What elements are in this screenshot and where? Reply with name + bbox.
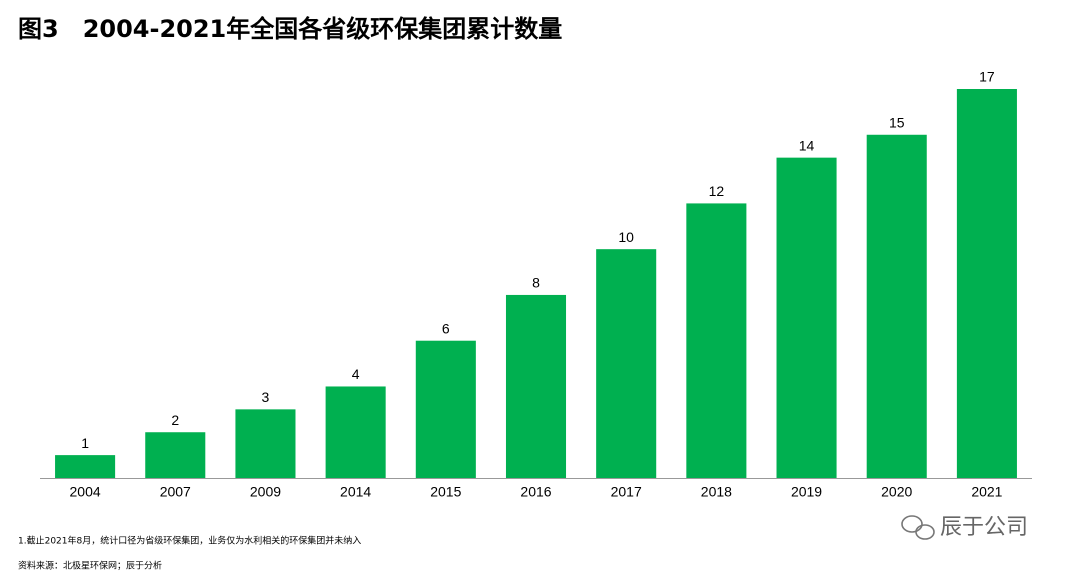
x-tick-label: 2018 — [701, 484, 732, 500]
data-label: 12 — [709, 183, 725, 199]
x-tick-label: 2017 — [611, 484, 642, 500]
chart-title: 图3 2004-2021年全国各省级环保集团累计数量 — [18, 15, 562, 43]
bar — [415, 340, 476, 478]
x-tick-label: 2014 — [340, 484, 371, 500]
data-label: 1 — [81, 435, 89, 451]
x-tick-label: 2004 — [70, 484, 101, 500]
bar — [325, 386, 386, 478]
bar — [505, 294, 567, 478]
x-tick-label: 2019 — [791, 484, 822, 500]
source-note: 资料来源：北极星环保网；辰于分析 — [18, 560, 162, 572]
bar — [866, 134, 927, 478]
x-tick-label: 2015 — [430, 484, 461, 500]
bar — [686, 203, 747, 479]
bar — [145, 432, 206, 478]
bar — [235, 409, 296, 478]
watermark: 辰于公司 — [940, 515, 1028, 540]
data-label: 10 — [618, 229, 634, 245]
footnote: 1.截止2021年8月，统计口径为省级环保集团，业务仅为水利相关的环保集团并未纳… — [18, 535, 361, 547]
x-tick-label: 2016 — [520, 484, 551, 500]
x-tick-label: 2020 — [881, 484, 912, 500]
bar — [956, 89, 1017, 478]
data-label: 14 — [799, 137, 815, 153]
data-label: 3 — [262, 389, 270, 405]
x-tick-label: 2007 — [160, 484, 191, 500]
x-tick-label: 2021 — [971, 484, 1002, 500]
bar — [55, 455, 116, 478]
data-label: 6 — [442, 320, 450, 336]
x-tick-label: 2009 — [250, 484, 281, 500]
data-label: 4 — [352, 366, 360, 382]
data-label: 8 — [532, 275, 540, 291]
watermark-icon — [901, 515, 935, 540]
data-label: 2 — [171, 412, 179, 428]
bar — [596, 249, 657, 478]
data-label: 17 — [979, 69, 995, 85]
bar — [776, 157, 837, 478]
data-label: 15 — [889, 114, 905, 130]
